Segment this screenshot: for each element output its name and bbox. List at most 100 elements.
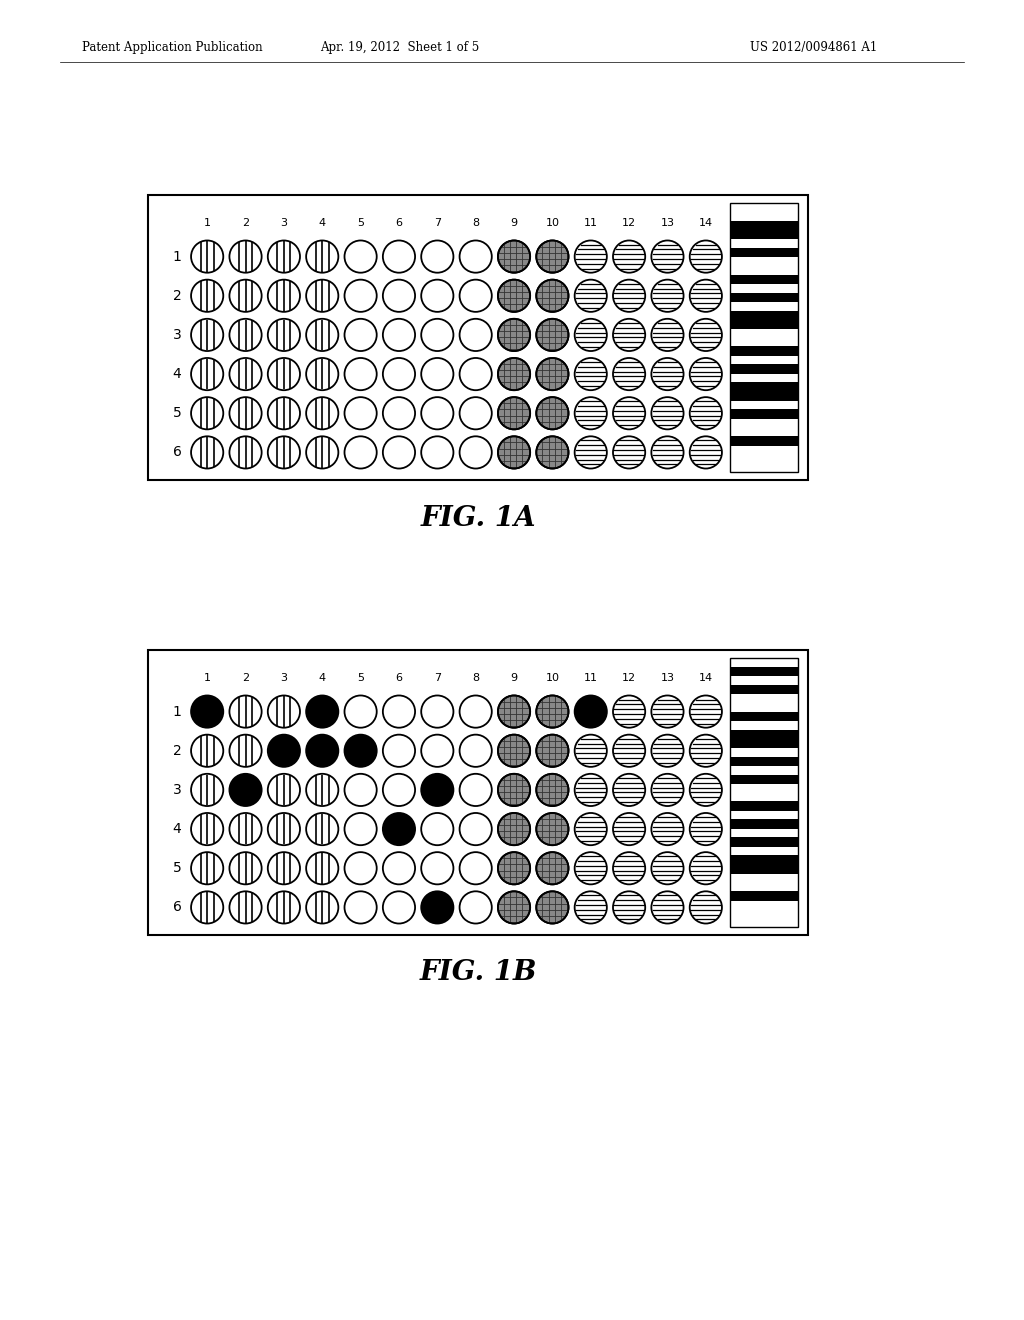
Circle shape [191,735,223,767]
Circle shape [268,280,300,312]
Circle shape [306,813,338,845]
Circle shape [268,319,300,351]
Circle shape [613,437,645,469]
Text: 6: 6 [173,900,181,915]
Circle shape [498,319,530,351]
Circle shape [613,774,645,807]
Circle shape [306,696,338,727]
Circle shape [690,735,722,767]
Circle shape [268,891,300,924]
Circle shape [613,891,645,924]
Bar [730,275,798,284]
Circle shape [651,358,684,391]
Circle shape [690,397,722,429]
Circle shape [229,280,262,312]
Circle shape [537,437,568,469]
Bar [730,319,798,329]
Text: 8: 8 [472,673,479,682]
Circle shape [537,240,568,273]
Text: US 2012/0094861 A1: US 2012/0094861 A1 [750,41,878,54]
Circle shape [229,696,262,727]
Circle shape [651,696,684,727]
Circle shape [498,280,530,312]
Circle shape [268,696,300,727]
Text: 8: 8 [472,218,479,228]
Circle shape [191,280,223,312]
Text: 12: 12 [622,673,636,682]
Text: 11: 11 [584,673,598,682]
Circle shape [229,240,262,273]
Circle shape [574,397,607,429]
Text: FIG. 1A: FIG. 1A [420,504,536,532]
Circle shape [498,853,530,884]
Text: 10: 10 [546,218,559,228]
Bar [148,649,808,935]
Circle shape [191,891,223,924]
Circle shape [651,319,684,351]
Text: FIG. 1B: FIG. 1B [419,960,537,986]
Circle shape [498,358,530,391]
Bar [730,657,798,927]
Circle shape [268,774,300,807]
Bar [730,891,798,900]
Circle shape [268,735,300,767]
Circle shape [537,891,568,924]
Circle shape [191,397,223,429]
Circle shape [306,891,338,924]
Bar [730,293,798,302]
Circle shape [229,813,262,845]
Circle shape [498,696,530,727]
Circle shape [613,696,645,727]
Text: Apr. 19, 2012  Sheet 1 of 5: Apr. 19, 2012 Sheet 1 of 5 [321,41,479,54]
Circle shape [613,397,645,429]
Bar [730,391,798,401]
Text: 3: 3 [281,218,288,228]
Circle shape [537,358,568,391]
Circle shape [229,358,262,391]
Circle shape [191,240,223,273]
Circle shape [690,813,722,845]
Circle shape [268,397,300,429]
Circle shape [191,813,223,845]
Circle shape [651,397,684,429]
Text: 5: 5 [357,218,365,228]
Text: 12: 12 [622,218,636,228]
Bar [730,855,798,865]
Bar [730,203,798,473]
Bar [730,685,798,694]
Text: 3: 3 [173,783,181,797]
Text: 2: 2 [242,673,249,682]
Text: 6: 6 [395,673,402,682]
Circle shape [690,240,722,273]
Text: 2: 2 [242,218,249,228]
Circle shape [229,397,262,429]
Circle shape [344,735,377,767]
Circle shape [574,437,607,469]
Circle shape [306,280,338,312]
Text: 4: 4 [173,822,181,836]
Text: 4: 4 [318,673,326,682]
Text: 2: 2 [173,743,181,758]
Circle shape [306,358,338,391]
Circle shape [690,319,722,351]
Circle shape [229,319,262,351]
Circle shape [498,774,530,807]
Circle shape [306,397,338,429]
Circle shape [383,813,415,845]
Circle shape [690,774,722,807]
Circle shape [651,735,684,767]
Circle shape [498,735,530,767]
Bar [730,364,798,374]
Circle shape [613,240,645,273]
Circle shape [651,813,684,845]
Circle shape [574,280,607,312]
Text: 14: 14 [698,218,713,228]
Text: 4: 4 [318,218,326,228]
Bar [730,837,798,847]
Text: 3: 3 [281,673,288,682]
Bar [730,310,798,319]
Text: 5: 5 [357,673,365,682]
Circle shape [574,696,607,727]
Circle shape [268,240,300,273]
Text: 10: 10 [546,673,559,682]
